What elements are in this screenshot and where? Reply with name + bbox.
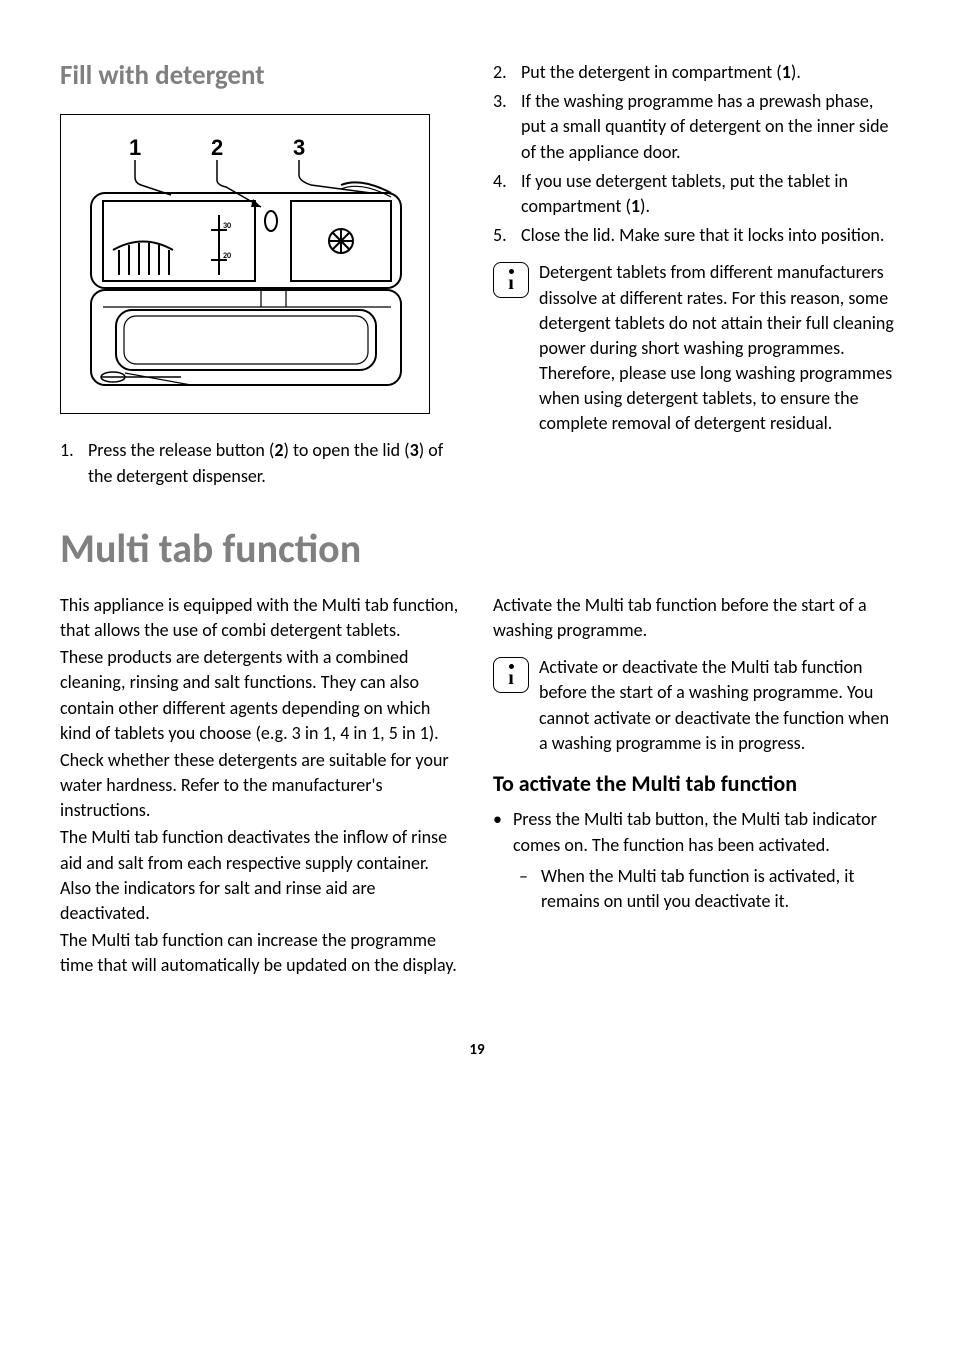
multitab-section: This appliance is equipped with the Mult… [60, 593, 894, 981]
info-text: Detergent tablets from different manufac… [539, 260, 894, 436]
step-number: 5. [493, 223, 521, 248]
step-item: 4. If you use detergent tablets, put the… [493, 169, 894, 219]
step-text: If you use detergent tablets, put the ta… [521, 169, 894, 219]
body-paragraph: These products are detergents with a com… [60, 645, 461, 746]
bullet-item: • Press the Multi tab button, the Multi … [493, 807, 894, 914]
page-number: 19 [60, 1041, 894, 1059]
body-paragraph: This appliance is equipped with the Mult… [60, 593, 461, 643]
step-item: 5. Close the lid. Make sure that it lock… [493, 223, 894, 248]
info-block: ı Detergent tablets from different manuf… [493, 260, 894, 436]
diagram-label-2: 2 [211, 135, 223, 160]
bullet-text: Press the Multi tab button, the Multi ta… [513, 807, 894, 914]
dash-text: When the Multi tab function is activated… [541, 864, 894, 914]
step-item: 1. Press the release button (2) to open … [60, 438, 461, 488]
step-number: 1. [60, 438, 88, 463]
svg-text:20: 20 [223, 251, 231, 261]
dispenser-diagram: 1 2 3 [60, 114, 430, 414]
body-paragraph: Activate the Multi tab function before t… [493, 593, 894, 643]
step-item: 2. Put the detergent in compartment (1). [493, 60, 894, 85]
dash-item: – When the Multi tab function is activat… [513, 864, 894, 914]
bullet-list: • Press the Multi tab button, the Multi … [493, 807, 894, 914]
info-text: Activate or deactivate the Multi tab fun… [539, 655, 894, 756]
step-text: Close the lid. Make sure that it locks i… [521, 223, 894, 248]
multitab-heading: Multi tab function [60, 527, 894, 571]
right-steps-list: 2. Put the detergent in compartment (1).… [493, 60, 894, 248]
svg-text:30: 30 [223, 221, 231, 231]
info-block: ı Activate or deactivate the Multi tab f… [493, 655, 894, 756]
step-text: Press the release button (2) to open the… [88, 438, 461, 488]
fill-detergent-section: Fill with detergent 1 2 3 [60, 60, 894, 497]
bullet-mark: • [493, 807, 513, 832]
step-item: 3. If the washing programme has a prewas… [493, 89, 894, 165]
body-paragraph: The Multi tab function deactivates the i… [60, 825, 461, 926]
info-icon: ı [493, 657, 529, 693]
step-number: 4. [493, 169, 521, 194]
step-number: 3. [493, 89, 521, 114]
fill-detergent-heading: Fill with detergent [60, 60, 461, 92]
right-column: 2. Put the detergent in compartment (1).… [493, 60, 894, 497]
left-column: Fill with detergent 1 2 3 [60, 60, 461, 497]
left-column: This appliance is equipped with the Mult… [60, 593, 461, 981]
diagram-label-1: 1 [129, 135, 141, 160]
dash-mark: – [513, 864, 541, 889]
step-text: If the washing programme has a prewash p… [521, 89, 894, 165]
left-steps-list: 1. Press the release button (2) to open … [60, 438, 461, 488]
step-number: 2. [493, 60, 521, 85]
body-paragraph: Check whether these detergents are suita… [60, 748, 461, 824]
activate-subheading: To activate the Multi tab function [493, 770, 894, 798]
diagram-label-3: 3 [293, 135, 305, 160]
right-column: Activate the Multi tab function before t… [493, 593, 894, 981]
dash-list: – When the Multi tab function is activat… [513, 864, 894, 914]
body-paragraph: The Multi tab function can increase the … [60, 928, 461, 978]
info-icon: ı [493, 262, 529, 298]
step-text: Put the detergent in compartment (1). [521, 60, 894, 85]
